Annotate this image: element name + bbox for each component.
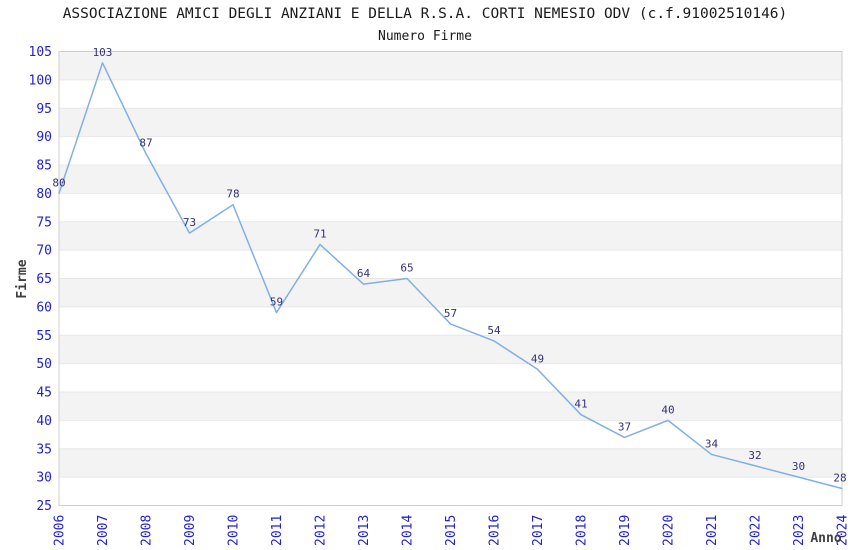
band-row bbox=[59, 51, 842, 80]
x-tick-label: 2012 bbox=[314, 515, 329, 546]
data-label: 78 bbox=[226, 188, 239, 201]
data-label: 54 bbox=[487, 324, 501, 337]
x-tick-label: 2009 bbox=[183, 515, 198, 546]
x-tick-label: 2022 bbox=[749, 515, 764, 546]
chart-title: ASSOCIAZIONE AMICI DEGLI ANZIANI E DELLA… bbox=[63, 6, 788, 22]
x-tick-label: 2023 bbox=[792, 515, 807, 546]
data-label: 73 bbox=[183, 216, 196, 229]
band-row bbox=[59, 221, 842, 251]
x-tick-label: 2021 bbox=[705, 515, 720, 546]
data-label: 34 bbox=[705, 437, 719, 450]
y-tick-label: 105 bbox=[29, 45, 52, 60]
data-label: 87 bbox=[139, 137, 152, 150]
data-label: 40 bbox=[661, 403, 674, 416]
chart-subtitle: Numero Firme bbox=[378, 29, 472, 44]
y-tick-label: 50 bbox=[36, 357, 52, 372]
data-label: 65 bbox=[400, 262, 413, 275]
y-tick-label: 65 bbox=[36, 272, 52, 287]
y-tick-label: 55 bbox=[36, 329, 52, 344]
x-tick-label: 2017 bbox=[531, 515, 546, 546]
x-tick-label: 2014 bbox=[401, 515, 416, 546]
data-line bbox=[58, 62, 843, 490]
band-row bbox=[59, 335, 842, 364]
x-axis-title: Anno bbox=[810, 531, 841, 546]
data-label: 64 bbox=[357, 267, 371, 280]
x-tick-label: 2019 bbox=[618, 515, 633, 546]
x-tick-label: 2008 bbox=[140, 515, 155, 546]
band-row bbox=[59, 108, 842, 137]
x-tick-label: 2018 bbox=[575, 515, 590, 546]
y-tick-label: 80 bbox=[36, 187, 52, 202]
y-tick-label: 85 bbox=[36, 159, 52, 174]
x-tick-label: 2013 bbox=[357, 515, 372, 546]
band-row bbox=[59, 278, 842, 307]
data-label: 28 bbox=[833, 471, 846, 484]
y-tick-label: 75 bbox=[36, 215, 52, 230]
data-label: 49 bbox=[531, 352, 544, 365]
y-tick-label: 40 bbox=[36, 414, 52, 429]
y-tick-label: 70 bbox=[36, 244, 52, 259]
band-row bbox=[59, 448, 842, 478]
data-label: 80 bbox=[52, 176, 65, 189]
x-tick-label: 2016 bbox=[488, 515, 503, 546]
data-label: 32 bbox=[748, 449, 761, 462]
x-tick-label: 2007 bbox=[96, 515, 111, 546]
x-tick-label: 2020 bbox=[662, 515, 677, 546]
y-axis-title: Firme bbox=[15, 259, 30, 298]
x-tick-label: 2015 bbox=[444, 515, 459, 546]
data-label: 37 bbox=[618, 420, 631, 433]
plot-area: 2530354045505560657075808590951001052006… bbox=[29, 45, 850, 546]
y-tick-label: 30 bbox=[36, 471, 52, 486]
y-tick-label: 60 bbox=[36, 300, 52, 315]
x-tick-label: 2011 bbox=[270, 515, 285, 546]
x-tick-label: 2010 bbox=[227, 515, 242, 546]
y-tick-label: 95 bbox=[36, 102, 52, 117]
x-tick-label: 2006 bbox=[53, 515, 68, 546]
data-label: 57 bbox=[444, 307, 457, 320]
x-tick-label: 2024 bbox=[836, 515, 850, 546]
plot-border bbox=[58, 51, 843, 506]
data-label: 30 bbox=[792, 460, 805, 473]
y-tick-label: 35 bbox=[36, 442, 52, 457]
data-label: 59 bbox=[270, 296, 283, 309]
y-tick-label: 90 bbox=[36, 130, 52, 145]
band-row bbox=[59, 392, 842, 421]
y-tick-label: 25 bbox=[36, 499, 52, 514]
data-label: 41 bbox=[574, 398, 587, 411]
data-label: 103 bbox=[93, 46, 113, 59]
y-tick-label: 100 bbox=[29, 73, 52, 88]
data-label: 71 bbox=[313, 227, 326, 240]
y-tick-label: 45 bbox=[36, 386, 52, 401]
band-row bbox=[59, 165, 842, 194]
